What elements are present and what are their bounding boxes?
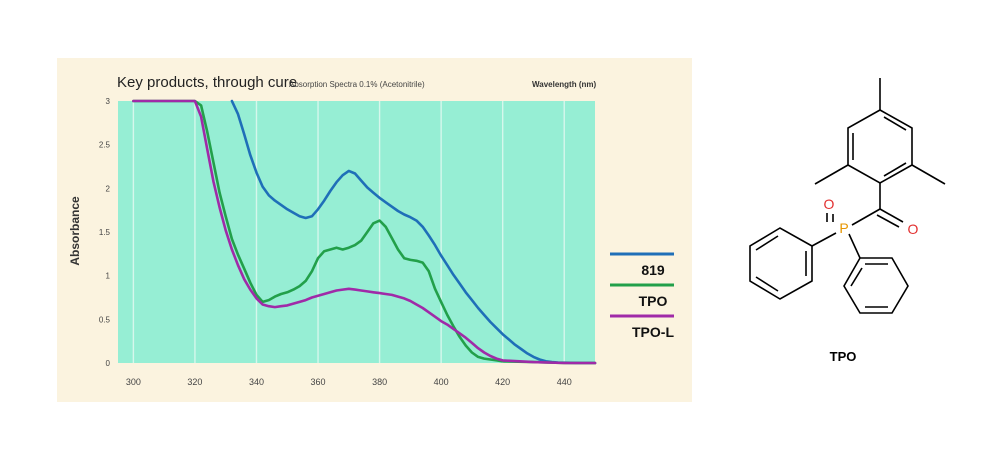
y-tick-label: 0: [106, 359, 111, 368]
phosphorus-atom: P: [839, 220, 848, 236]
mesityl-ring: [814, 78, 946, 209]
y-tick-label: 2.5: [99, 141, 111, 150]
phenyl-ring-left: [749, 227, 813, 300]
carbonyl: [851, 208, 904, 228]
series-line-tpo: [132, 99, 597, 365]
series-line-tpo-l: [132, 99, 597, 365]
x-tick-label: 440: [557, 377, 572, 387]
x-tick-label: 300: [126, 377, 141, 387]
phenyl-ring-right: [843, 257, 909, 314]
y-tick-label: 2: [106, 184, 111, 193]
oxygen-atom-2: O: [908, 221, 919, 237]
x-tick-label: 420: [495, 377, 510, 387]
y-tick-label: 1.5: [99, 228, 111, 237]
legend-label-tpo: TPO: [639, 293, 668, 309]
y-axis-label: Absorbance: [68, 196, 82, 266]
y-tick-label: 0.5: [99, 315, 111, 324]
legend-label-tpo-l: TPO-L: [632, 324, 674, 340]
chart-title: Key products, through cure: [117, 74, 297, 91]
methyl-left: [814, 164, 849, 185]
plot-area: [118, 101, 595, 363]
tpo-structure: P O O TPO: [749, 78, 946, 364]
y-tick-label: 1: [106, 272, 111, 281]
legend-label-819: 819: [641, 262, 665, 278]
structure-label: TPO: [830, 349, 857, 364]
x-tick-label: 340: [249, 377, 264, 387]
x-axis-label: Wavelength (nm): [532, 80, 596, 89]
series-line-819: [230, 99, 597, 365]
methyl-right: [911, 164, 946, 185]
x-tick-label: 320: [187, 377, 202, 387]
x-tick-label: 360: [311, 377, 326, 387]
x-tick-label: 380: [372, 377, 387, 387]
y-tick-label: 3: [106, 97, 111, 106]
x-tick-label: 400: [434, 377, 449, 387]
chart-subtitle: Absorption Spectra 0.1% (Acetonitrile): [289, 80, 425, 89]
series-layer: [132, 99, 597, 365]
phosphine-oxide: [811, 213, 861, 259]
grid: [132, 101, 565, 363]
axes: 300 320 340 360 380 400 420 440 0 0.5 1 1.5 2 2.5 3: [99, 97, 572, 387]
oxygen-atom-1: O: [824, 196, 835, 212]
legend: 819 TPO TPO-L: [610, 252, 674, 340]
